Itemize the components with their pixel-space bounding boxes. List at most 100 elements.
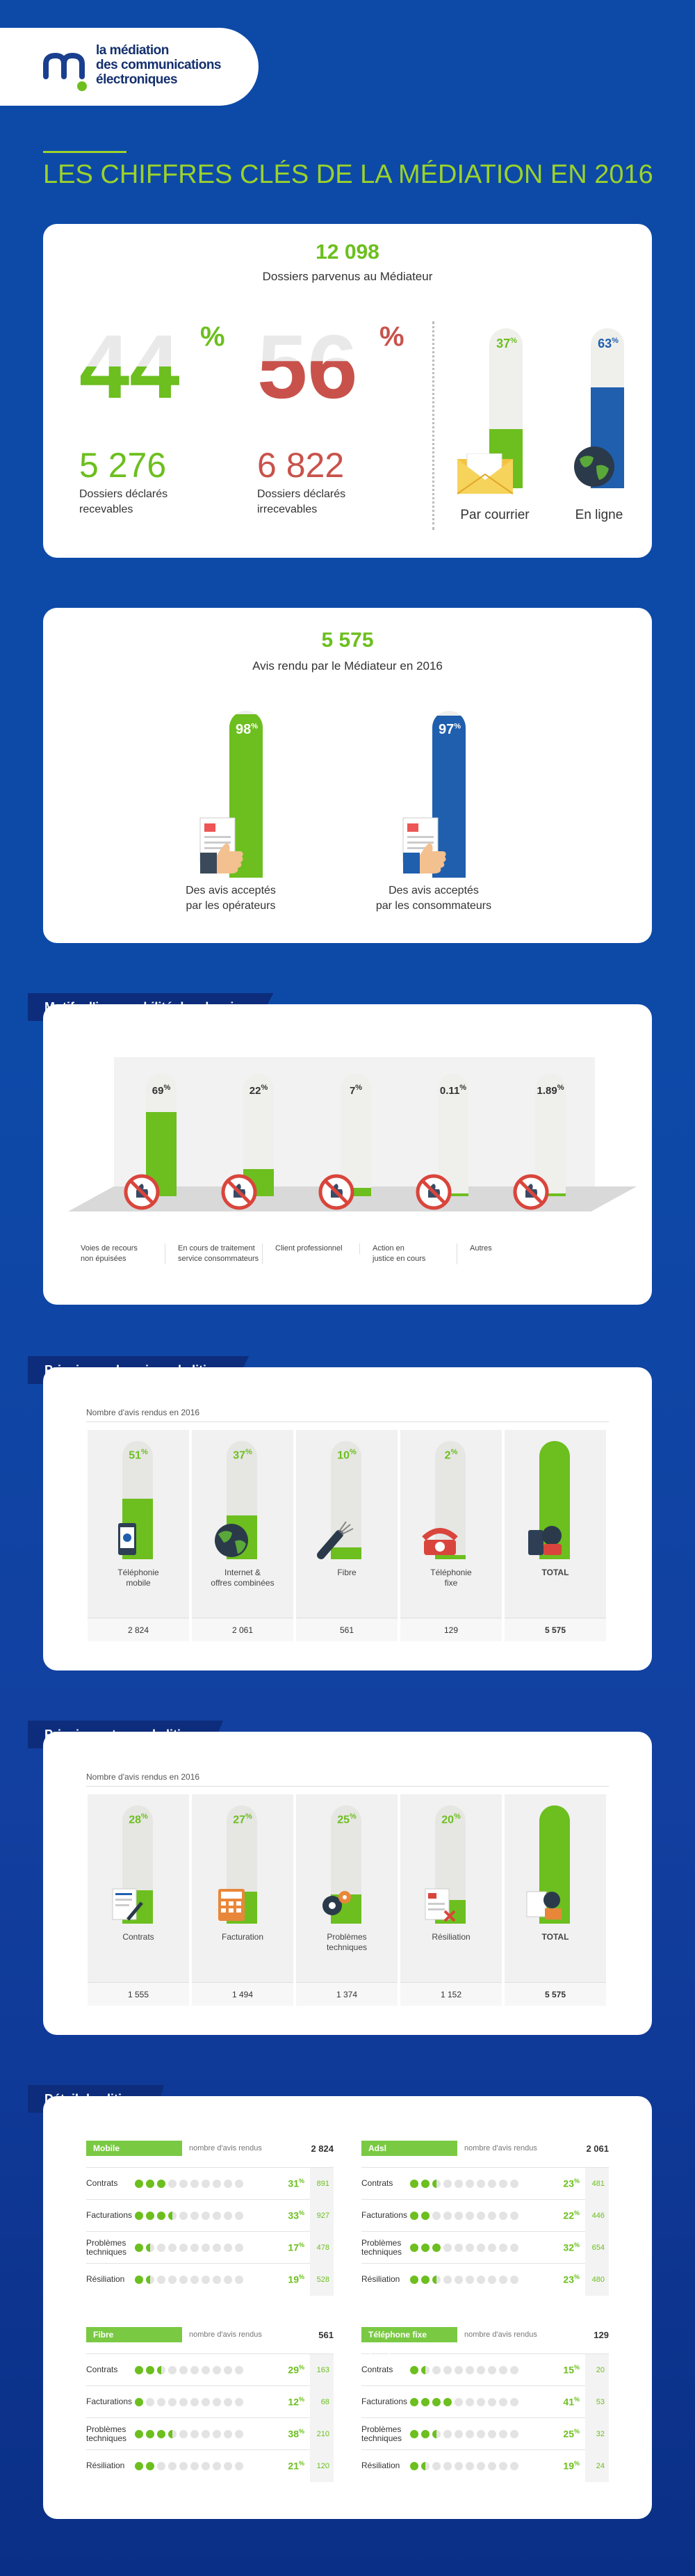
progress-dot (466, 2461, 474, 2470)
detail-row-count: 480 (585, 2263, 609, 2296)
progress-dot (443, 2179, 452, 2188)
progress-dot (421, 2211, 430, 2220)
progress-dot (443, 2243, 452, 2252)
progress-dot (146, 2461, 154, 2470)
detail-panel-total: 561 (318, 2329, 334, 2340)
progress-dot (168, 2179, 177, 2188)
progress-dot (421, 2179, 430, 2188)
detail-row-count: 53 (585, 2385, 609, 2418)
progress-dot (421, 2397, 430, 2406)
progress-dot (157, 2365, 165, 2374)
progress-dot (499, 2461, 507, 2470)
detail-panel: Adsl nombre d'avis rendus 2 061 Contrats 23%… (361, 2139, 609, 2296)
logo-text: la médiation des communications électron… (96, 43, 222, 87)
progress-dot (432, 2179, 441, 2188)
progress-dot (421, 2365, 430, 2374)
detail-row-label: Contrats (361, 2178, 393, 2188)
progress-dot (135, 2365, 143, 2374)
types-rule (86, 1786, 609, 1787)
progress-dot (235, 2461, 243, 2470)
detail-panel-spacer (361, 2157, 609, 2167)
progress-dot (235, 2429, 243, 2438)
progress-dot (488, 2243, 496, 2252)
progress-dot (235, 2211, 243, 2220)
progress-dot (213, 2461, 221, 2470)
detail-row-count: 120 (310, 2449, 334, 2482)
progress-dot (466, 2365, 474, 2374)
column-label: Facturation (221, 1932, 264, 1942)
progress-dot (157, 2243, 165, 2252)
logo-line-3: électroniques (96, 72, 178, 87)
column-count: 561 (296, 1618, 398, 1641)
card-irrecevabilite: 69% Voies de recours non épuisées 22% En cou… (43, 1004, 652, 1305)
progress-dot (179, 2429, 188, 2438)
detail-row: Résiliation 23% 480 (361, 2263, 609, 2296)
progress-dot (432, 2461, 441, 2470)
progress-dot (477, 2243, 485, 2252)
progress-dot (190, 2211, 199, 2220)
progress-dot (213, 2179, 221, 2188)
detail-panel-spacer (86, 2344, 334, 2353)
logo-line-2: des communications (96, 58, 222, 72)
irrecevabilite-pct: 1.89% (537, 1084, 564, 1097)
column-pct: 10% (337, 1448, 357, 1462)
courrier-pct: 37% (496, 337, 517, 351)
divider (432, 321, 434, 530)
progress-dot (455, 2211, 463, 2220)
progress-dot (455, 2397, 463, 2406)
card-avis: 5 575 Avis rendu par le Médiateur en 201… (43, 608, 652, 943)
column-label: TOTAL (541, 1568, 569, 1577)
detail-row-count: 68 (310, 2385, 334, 2418)
progress-dot (235, 2179, 243, 2188)
detail-row-pct: 38% (288, 2428, 304, 2440)
progress-dot (179, 2179, 188, 2188)
detail-row-count: 481 (585, 2167, 609, 2200)
detail-row-pct: 23% (563, 2273, 580, 2285)
progress-dot (499, 2365, 507, 2374)
progress-dot (443, 2397, 452, 2406)
progress-dot (135, 2397, 143, 2406)
detail-row-count: 446 (585, 2199, 609, 2232)
column-pct: 100% (542, 1448, 569, 1462)
progress-dot (235, 2365, 243, 2374)
detail-row-label: Problèmes techniques (361, 2424, 402, 2443)
detail-row: Contrats 23% 481 (361, 2167, 609, 2200)
domaines-subtitle: Nombre d'avis rendus en 2016 (86, 1408, 200, 1417)
detail-row: Problèmes techniques 25% 32 (361, 2417, 609, 2450)
detail-row-label: Problèmes techniques (86, 2424, 127, 2443)
progress-dot (224, 2211, 232, 2220)
progress-dot (455, 2429, 463, 2438)
detail-row: Problèmes techniques 38% 210 (86, 2417, 334, 2450)
progress-dot (146, 2397, 154, 2406)
detail-row-count: 20 (585, 2353, 609, 2386)
progress-dot (157, 2211, 165, 2220)
right-pct-sign: % (379, 321, 404, 352)
progress-dot (443, 2211, 452, 2220)
detail-row-pct: 19% (288, 2273, 304, 2285)
progress-dot (157, 2397, 165, 2406)
progress-dot (432, 2429, 441, 2438)
prohibited-icon (124, 1174, 160, 1210)
detail-row-pct: 29% (288, 2364, 304, 2376)
progress-dot (235, 2275, 243, 2284)
progress-dot (202, 2461, 210, 2470)
progress-dot (466, 2397, 474, 2406)
irrecevabilite-label: Voies de recours non épuisées (68, 1243, 165, 1264)
card-domaines: Nombre d'avis rendus en 2016 51% Téléphon… (43, 1367, 652, 1671)
progress-dot (168, 2429, 177, 2438)
progress-dot (224, 2461, 232, 2470)
detail-panel-header: Mobile nombre d'avis rendus 2 824 (86, 2139, 334, 2157)
detail-row-dots (135, 2429, 279, 2438)
column-count: 1 374 (296, 1982, 398, 2006)
detail-row-dots (410, 2179, 555, 2188)
detail-row-dots (410, 2461, 555, 2470)
progress-dot (135, 2461, 143, 2470)
progress-dot (213, 2429, 221, 2438)
detail-row-pct: 19% (563, 2460, 580, 2472)
irrecevabilite-label: Action en justice en cours (360, 1243, 457, 1264)
progress-dot (213, 2211, 221, 2220)
detail-panel-name: Adsl (361, 2141, 457, 2156)
irrecevabilite-label: En cours de traitement service consommate… (165, 1243, 263, 1264)
logo-icon (43, 52, 87, 91)
detail-row-pct: 31% (288, 2177, 304, 2189)
